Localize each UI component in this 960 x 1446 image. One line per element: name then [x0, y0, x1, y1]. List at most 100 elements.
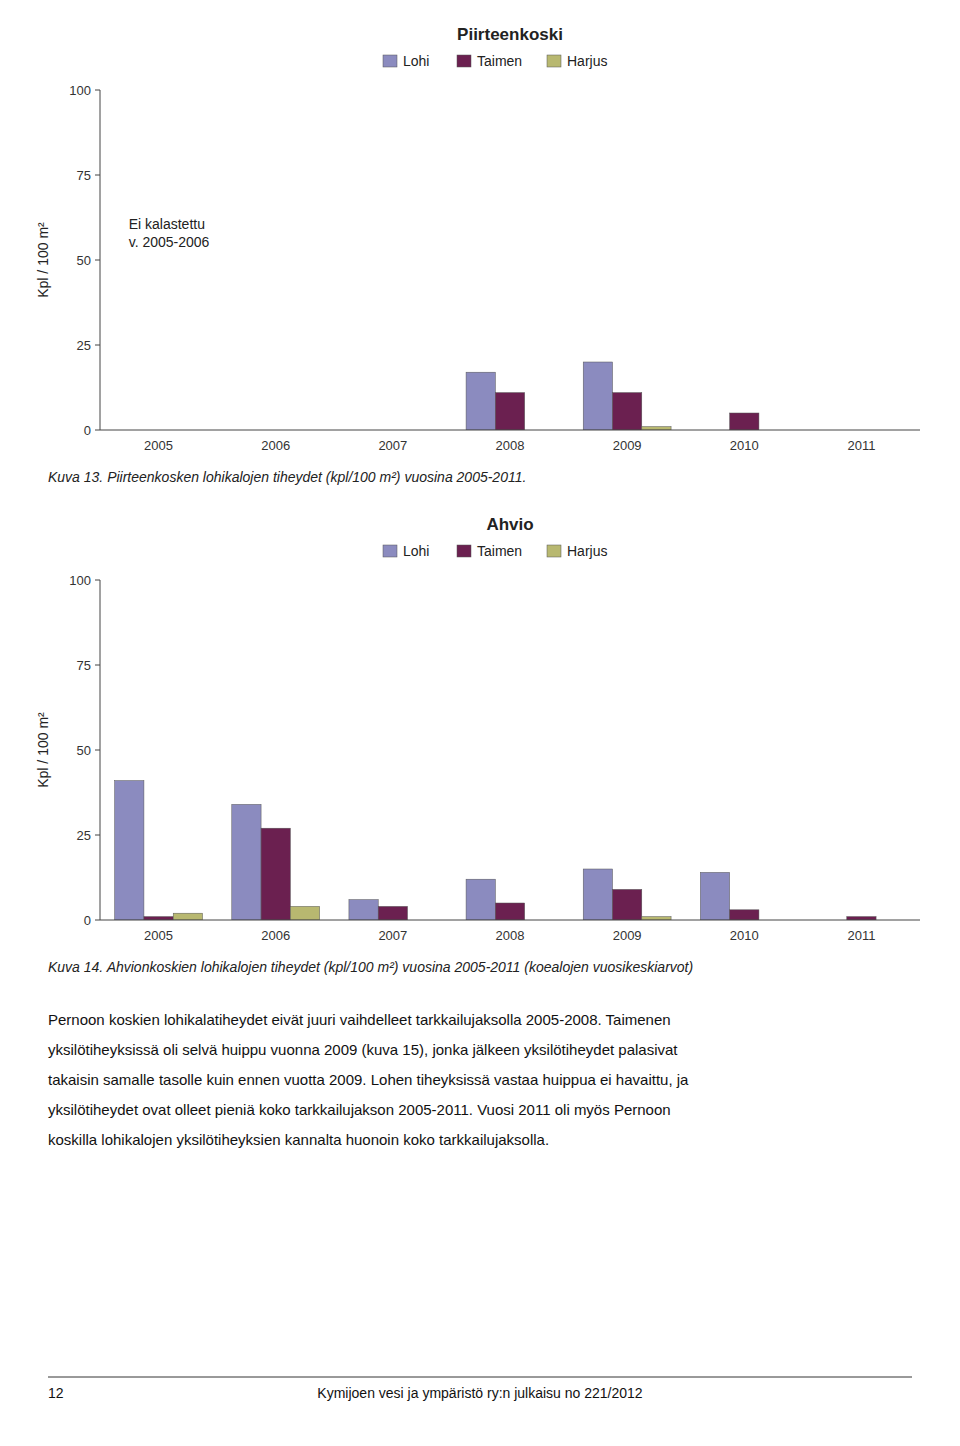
body-line: Pernoon koskien lohikalatiheydet eivät j…: [48, 1011, 671, 1028]
bar: [466, 879, 495, 920]
y-tick-label: 25: [77, 828, 91, 843]
caption: Kuva 13. Piirteenkosken lohikalojen tihe…: [48, 469, 526, 485]
x-tick-label: 2006: [261, 438, 290, 453]
legend-swatch: [547, 545, 561, 557]
legend-swatch: [457, 55, 471, 67]
y-axis: 0 25 50 75 100 Kpl / 100 m²: [35, 83, 100, 438]
bars: [466, 362, 759, 430]
y-tick-label: 25: [77, 338, 91, 353]
x-tick-label: 2008: [496, 438, 525, 453]
y-tick: [95, 430, 100, 431]
bar: [730, 910, 759, 920]
x-tick-label: 2009: [613, 928, 642, 943]
bars: [115, 781, 876, 920]
y-axis-label: Kpl / 100 m²: [35, 712, 51, 788]
bar: [613, 889, 642, 920]
y-axis: 0 25 50 75 100 Kpl / 100 m²: [35, 573, 100, 928]
y-axis-line: [100, 90, 101, 430]
y-tick-label: 50: [77, 743, 91, 758]
bar: [144, 917, 173, 920]
annotation: Ei kalastettu v. 2005-2006: [129, 216, 210, 250]
y-tick: [95, 835, 100, 836]
legend-label: Harjus: [567, 53, 607, 69]
legend-label: Taimen: [477, 543, 522, 559]
bar: [173, 913, 202, 920]
y-tick-label: 50: [77, 253, 91, 268]
x-tick-label: 2008: [496, 928, 525, 943]
y-axis-label: Kpl / 100 m²: [35, 222, 51, 298]
x-tick-label: 2005: [144, 438, 173, 453]
bar: [583, 869, 612, 920]
bar: [232, 804, 261, 920]
x-axis-line: [100, 920, 920, 921]
legend: Lohi Taimen Harjus: [383, 543, 607, 559]
y-tick-label: 75: [77, 658, 91, 673]
y-tick: [95, 90, 100, 91]
bar: [642, 917, 671, 920]
bar: [290, 906, 319, 920]
y-tick-label: 75: [77, 168, 91, 183]
annotation-line: v. 2005-2006: [129, 234, 210, 250]
bar: [466, 372, 495, 430]
legend-label: Lohi: [403, 53, 429, 69]
y-tick: [95, 175, 100, 176]
bar: [261, 828, 290, 920]
y-tick: [95, 345, 100, 346]
body-line: yksilötiheyksissä oli selvä huippu vuonn…: [48, 1041, 678, 1058]
body-line: koskilla lohikalojen yksilötiheyksien ka…: [48, 1131, 549, 1148]
y-tick: [95, 920, 100, 921]
y-tick-label: 100: [69, 83, 91, 98]
legend-swatch: [383, 55, 397, 67]
legend-swatch: [457, 545, 471, 557]
chart-title: Ahvio: [486, 515, 533, 534]
body-line: takaisin samalle tasolle kuin ennen vuot…: [48, 1071, 689, 1088]
bar: [495, 393, 524, 430]
y-tick: [95, 665, 100, 666]
legend-label: Lohi: [403, 543, 429, 559]
y-axis-line: [100, 580, 101, 920]
legend-swatch: [383, 545, 397, 557]
x-tick-label: 2007: [378, 438, 407, 453]
y-tick: [95, 750, 100, 751]
y-tick: [95, 580, 100, 581]
chart-title: Piirteenkoski: [457, 25, 563, 44]
footer-rule: [48, 1377, 912, 1378]
x-tick-label: 2010: [730, 928, 759, 943]
legend-label: Harjus: [567, 543, 607, 559]
x-tick-label: 2005: [144, 928, 173, 943]
body-text: Pernoon koskien lohikalatiheydet eivät j…: [48, 1011, 689, 1148]
legend-swatch: [547, 55, 561, 67]
background: [0, 0, 960, 1446]
bar: [495, 903, 524, 920]
body-line: yksilötiheydet ovat olleet pieniä koko t…: [48, 1101, 671, 1118]
page-number: 12: [48, 1385, 64, 1401]
x-axis-line: [100, 430, 920, 431]
bar: [642, 427, 671, 430]
footer: 12 Kymijoen vesi ja ympäristö ry:n julkai…: [48, 1377, 912, 1401]
y-tick-label: 0: [84, 913, 91, 928]
x-tick-label: 2011: [847, 438, 875, 453]
chart: Ahvio Lohi Taimen Harjus 0 25 50 75 100 Kpl / 100…: [35, 515, 920, 975]
bar: [115, 781, 144, 920]
y-tick-label: 100: [69, 573, 91, 588]
x-tick-label: 2010: [730, 438, 759, 453]
bar: [349, 900, 378, 920]
y-tick-label: 0: [84, 423, 91, 438]
bar: [700, 872, 729, 920]
legend-label: Taimen: [477, 53, 522, 69]
legend: Lohi Taimen Harjus: [383, 53, 607, 69]
x-tick-label: 2011: [847, 928, 875, 943]
bar: [730, 413, 759, 430]
page: Piirteenkoski Lohi Taimen Harjus 0 25 50 75 100 K…: [0, 0, 960, 1446]
x-axis: 2005 2006 2007 2008 2009 2010 2011: [100, 920, 920, 943]
bar: [847, 917, 876, 920]
footer-text: Kymijoen vesi ja ympäristö ry:n julkaisu…: [317, 1385, 642, 1401]
x-axis: 2005200620072008200920102011: [100, 430, 920, 453]
bar: [583, 362, 612, 430]
y-tick: [95, 260, 100, 261]
annotation-line: Ei kalastettu: [129, 216, 205, 232]
x-tick-label: 2006: [261, 928, 290, 943]
bar: [378, 906, 407, 920]
x-tick-label: 2007: [378, 928, 407, 943]
bar: [613, 393, 642, 430]
